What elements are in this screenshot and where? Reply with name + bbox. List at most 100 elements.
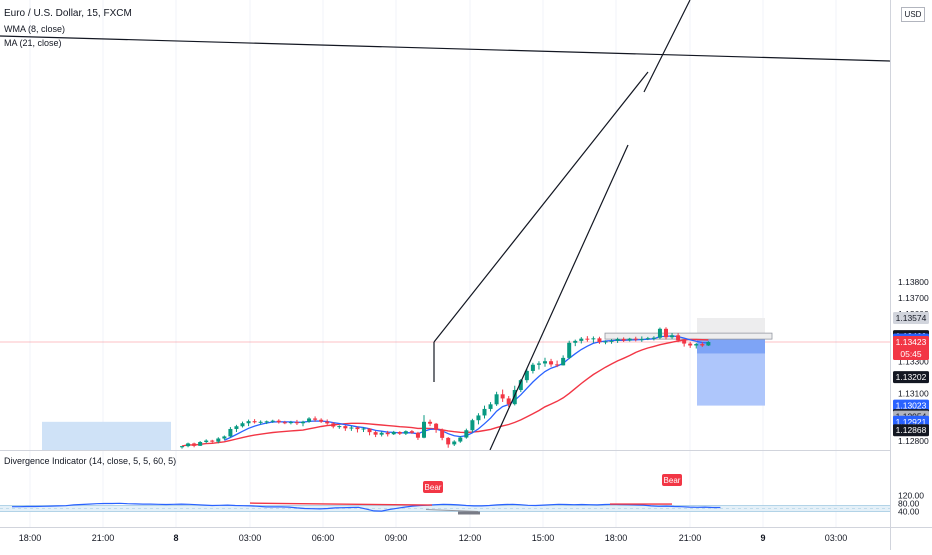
osc-tick-label: 40.00 [898, 507, 920, 517]
ma-legend: MA (21, close) [4, 38, 62, 48]
x-tick-label: 8 [173, 533, 178, 543]
candle-body [446, 437, 451, 445]
candle-body [288, 422, 293, 424]
y-tick-label: 1.13700 [898, 293, 929, 303]
candle-body [216, 438, 221, 442]
candle-body [385, 432, 390, 435]
candle-body [252, 421, 257, 423]
candle-body [319, 419, 324, 422]
candle-body [506, 398, 511, 405]
candle-body [422, 421, 426, 438]
candle-body [700, 344, 705, 346]
candle-body [307, 418, 312, 422]
candle-body [561, 357, 566, 366]
candle-body [518, 380, 523, 391]
candle-body [530, 364, 535, 371]
candle-body [482, 408, 487, 416]
candle-body [349, 427, 354, 429]
position-zones [42, 317, 773, 450]
candle-body [524, 370, 529, 381]
candle-body [633, 338, 638, 340]
candle-body [331, 423, 336, 427]
candle-body [228, 428, 233, 437]
candle-body [494, 394, 499, 405]
candle-body [240, 423, 245, 427]
candle-body [415, 432, 420, 438]
candle-body [651, 337, 656, 339]
bear-label: Bear [664, 476, 681, 485]
oscillator-title: Divergence Indicator (14, close, 5, 5, 6… [4, 456, 177, 466]
candle-body [470, 420, 475, 431]
candle-body [585, 338, 590, 340]
candle-body [688, 343, 693, 346]
drawings [0, 0, 891, 451]
candle-body [391, 431, 396, 435]
currency-label[interactable]: USD [901, 7, 925, 22]
candle-body [294, 422, 299, 424]
candle-body [343, 426, 348, 429]
candle-body [615, 338, 620, 341]
ma-line [181, 338, 709, 447]
candle-body [270, 420, 275, 422]
candle-body [379, 432, 384, 435]
price-label-box [893, 335, 929, 360]
wma-legend: WMA (8, close) [4, 24, 66, 34]
candle-body [500, 394, 505, 399]
ma-layer [181, 335, 709, 447]
x-tick-label: 9 [760, 533, 765, 543]
price-label-text: 1.13423 [896, 337, 927, 347]
descending-trendline [0, 35, 891, 62]
divergence-marker [458, 511, 480, 515]
candle-body [301, 421, 305, 424]
candle-body [210, 440, 215, 442]
candle-body [403, 431, 408, 434]
countdown-text: 05:45 [900, 349, 922, 359]
candle-body [512, 390, 517, 405]
x-tick-label: 15:00 [532, 533, 555, 543]
y-tick-label: 1.13300 [898, 357, 929, 367]
candle-body [591, 338, 596, 340]
candle-body [603, 341, 608, 343]
candle-body [536, 363, 541, 365]
candle-body [282, 422, 287, 424]
candle-body [452, 441, 457, 445]
candle-body [276, 420, 281, 423]
osc-tick-label: 80.00 [898, 499, 920, 509]
price-label-text: 1.12868 [896, 425, 927, 435]
wedge-lower-line [489, 144, 629, 451]
price-label-text: 1.13023 [896, 401, 927, 411]
breakout-line [643, 0, 691, 93]
x-tick-label: 06:00 [312, 533, 335, 543]
candle-body [645, 338, 650, 340]
candle-body [682, 340, 687, 344]
candle-body [264, 421, 269, 423]
candle-body [337, 426, 342, 428]
candle-body [198, 442, 203, 446]
candle-body [597, 338, 602, 343]
bull-divergence-line [425, 509, 479, 512]
x-tick-label: 03:00 [239, 533, 262, 543]
bear-label: Bear [425, 483, 442, 492]
wedge-upper-line [433, 71, 649, 343]
candle-body [434, 423, 439, 430]
candle-body [657, 328, 662, 338]
candle-body [313, 418, 318, 420]
candle-body [234, 426, 239, 429]
candle-body [222, 436, 227, 439]
candle-body [609, 340, 614, 342]
candle-body [543, 361, 547, 364]
candle-body [670, 335, 675, 338]
candle-body [464, 430, 469, 438]
candle-body [367, 428, 372, 433]
candle-body [567, 342, 572, 358]
candle-body [627, 338, 632, 341]
price-label-box [893, 311, 929, 324]
candle-body [579, 338, 584, 341]
price-label-box [893, 371, 929, 384]
bear-label-box [423, 481, 443, 493]
x-tick-label: 18:00 [19, 533, 42, 543]
candles [180, 327, 711, 449]
x-tick-label: 18:00 [605, 533, 628, 543]
